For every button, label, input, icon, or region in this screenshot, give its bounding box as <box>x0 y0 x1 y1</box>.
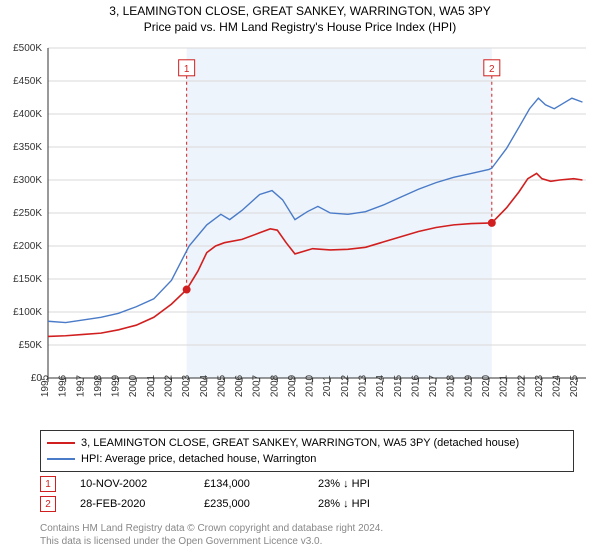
svg-text:£150K: £150K <box>13 274 42 285</box>
svg-text:£250K: £250K <box>13 208 42 219</box>
marker-date: 28-FEB-2020 <box>80 498 180 510</box>
marker-table: 1 10-NOV-2002 £134,000 23% ↓ HPI 2 28-FE… <box>40 474 560 514</box>
svg-text:£400K: £400K <box>13 109 42 120</box>
marker-date: 10-NOV-2002 <box>80 478 180 490</box>
marker-price: £134,000 <box>204 478 294 490</box>
marker-badge: 2 <box>40 496 56 512</box>
legend-swatch <box>47 442 75 444</box>
legend-row: HPI: Average price, detached house, Warr… <box>47 451 567 467</box>
marker-price: £235,000 <box>204 498 294 510</box>
legend-swatch <box>47 458 75 460</box>
footer-line: This data is licensed under the Open Gov… <box>40 535 383 548</box>
svg-text:£200K: £200K <box>13 241 42 252</box>
svg-text:£450K: £450K <box>13 76 42 87</box>
footer: Contains HM Land Registry data © Crown c… <box>40 522 383 548</box>
legend-label: 3, LEAMINGTON CLOSE, GREAT SANKEY, WARRI… <box>81 437 519 449</box>
chart-area: £0£50K£100K£150K£200K£250K£300K£350K£400… <box>0 40 600 420</box>
svg-text:£500K: £500K <box>13 43 42 54</box>
svg-text:2: 2 <box>489 64 495 75</box>
marker-pct: 28% ↓ HPI <box>318 498 408 510</box>
chart-title-1: 3, LEAMINGTON CLOSE, GREAT SANKEY, WARRI… <box>0 0 600 20</box>
marker-pct: 23% ↓ HPI <box>318 478 408 490</box>
svg-text:£300K: £300K <box>13 175 42 186</box>
marker-row: 2 28-FEB-2020 £235,000 28% ↓ HPI <box>40 494 560 514</box>
legend-label: HPI: Average price, detached house, Warr… <box>81 453 316 465</box>
footer-line: Contains HM Land Registry data © Crown c… <box>40 522 383 535</box>
svg-text:1: 1 <box>184 64 190 75</box>
svg-text:£50K: £50K <box>19 340 43 351</box>
svg-text:£350K: £350K <box>13 142 42 153</box>
svg-text:£100K: £100K <box>13 307 42 318</box>
marker-badge: 1 <box>40 476 56 492</box>
legend-row: 3, LEAMINGTON CLOSE, GREAT SANKEY, WARRI… <box>47 435 567 451</box>
legend: 3, LEAMINGTON CLOSE, GREAT SANKEY, WARRI… <box>40 430 574 472</box>
marker-row: 1 10-NOV-2002 £134,000 23% ↓ HPI <box>40 474 560 494</box>
chart-container: 3, LEAMINGTON CLOSE, GREAT SANKEY, WARRI… <box>0 0 600 560</box>
chart-title-2: Price paid vs. HM Land Registry's House … <box>0 20 600 34</box>
